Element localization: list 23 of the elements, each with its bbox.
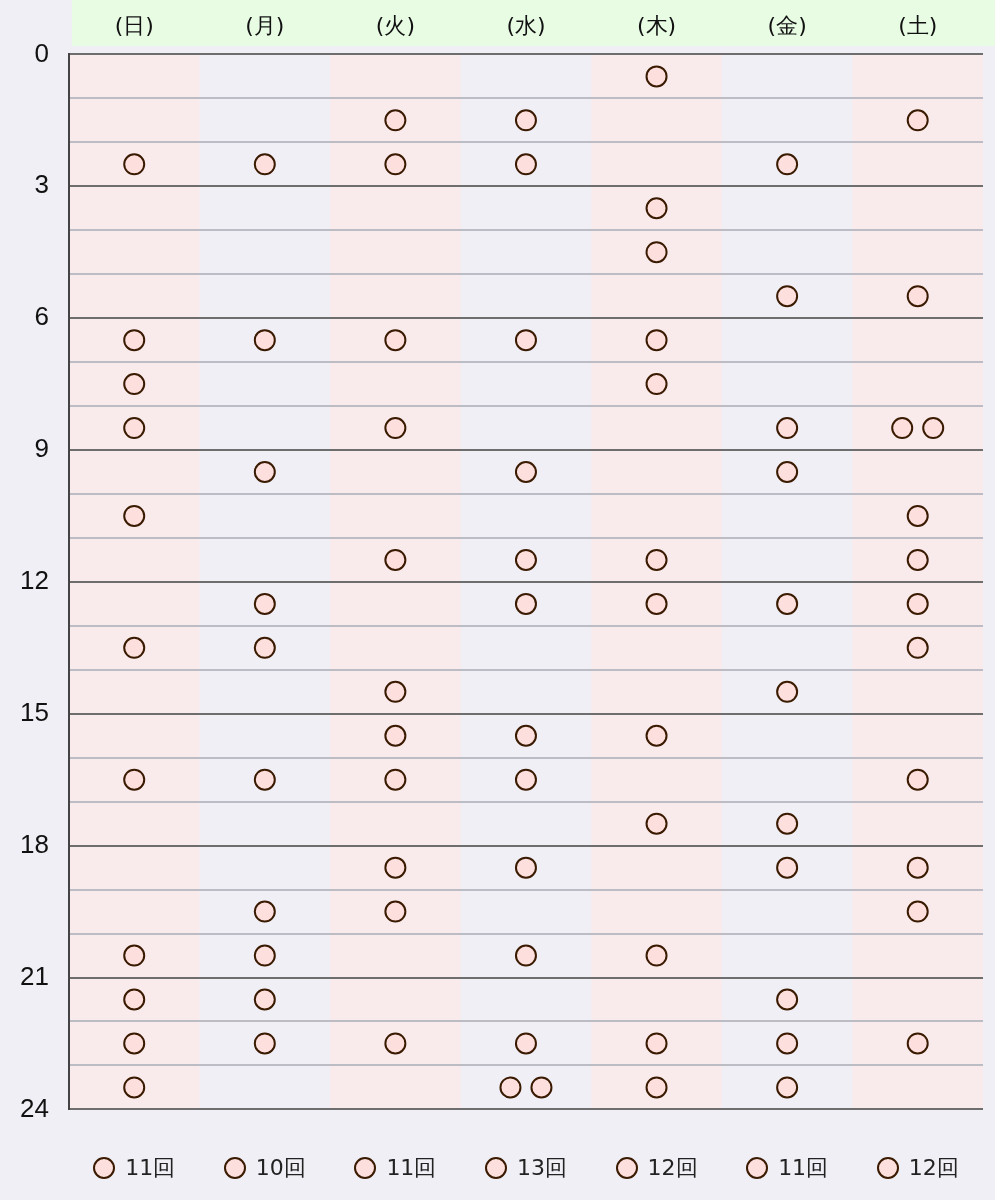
y-tick-label: 18	[20, 828, 49, 859]
x-tick-label: (日)	[114, 12, 154, 38]
y-tick-label: 3	[34, 169, 49, 200]
x-tick-label: (金)	[767, 12, 807, 38]
y-tick-label: 24	[20, 1092, 49, 1123]
x-tick-label: (木)	[636, 12, 677, 38]
y-tick-label: 9	[34, 433, 49, 464]
y-tick-label: 0	[34, 37, 49, 68]
y-tick-label: 15	[20, 696, 49, 727]
text: 13回	[516, 1154, 567, 1182]
x-tick-label: (水)	[506, 12, 546, 38]
text: 12回	[647, 1154, 698, 1182]
x-tick-label: (土)	[898, 12, 938, 38]
text: 12回	[908, 1154, 959, 1182]
text: 10回	[255, 1154, 306, 1182]
text: 11回	[386, 1154, 437, 1182]
text: 11回	[125, 1154, 176, 1182]
y-tick-label: 6	[34, 301, 49, 332]
x-tick-label: (火)	[375, 12, 415, 38]
y-tick-label: 12	[20, 565, 49, 596]
x-tick-label: (月)	[245, 12, 285, 38]
y-tick-label: 21	[20, 960, 49, 991]
text: 11回	[778, 1154, 829, 1182]
